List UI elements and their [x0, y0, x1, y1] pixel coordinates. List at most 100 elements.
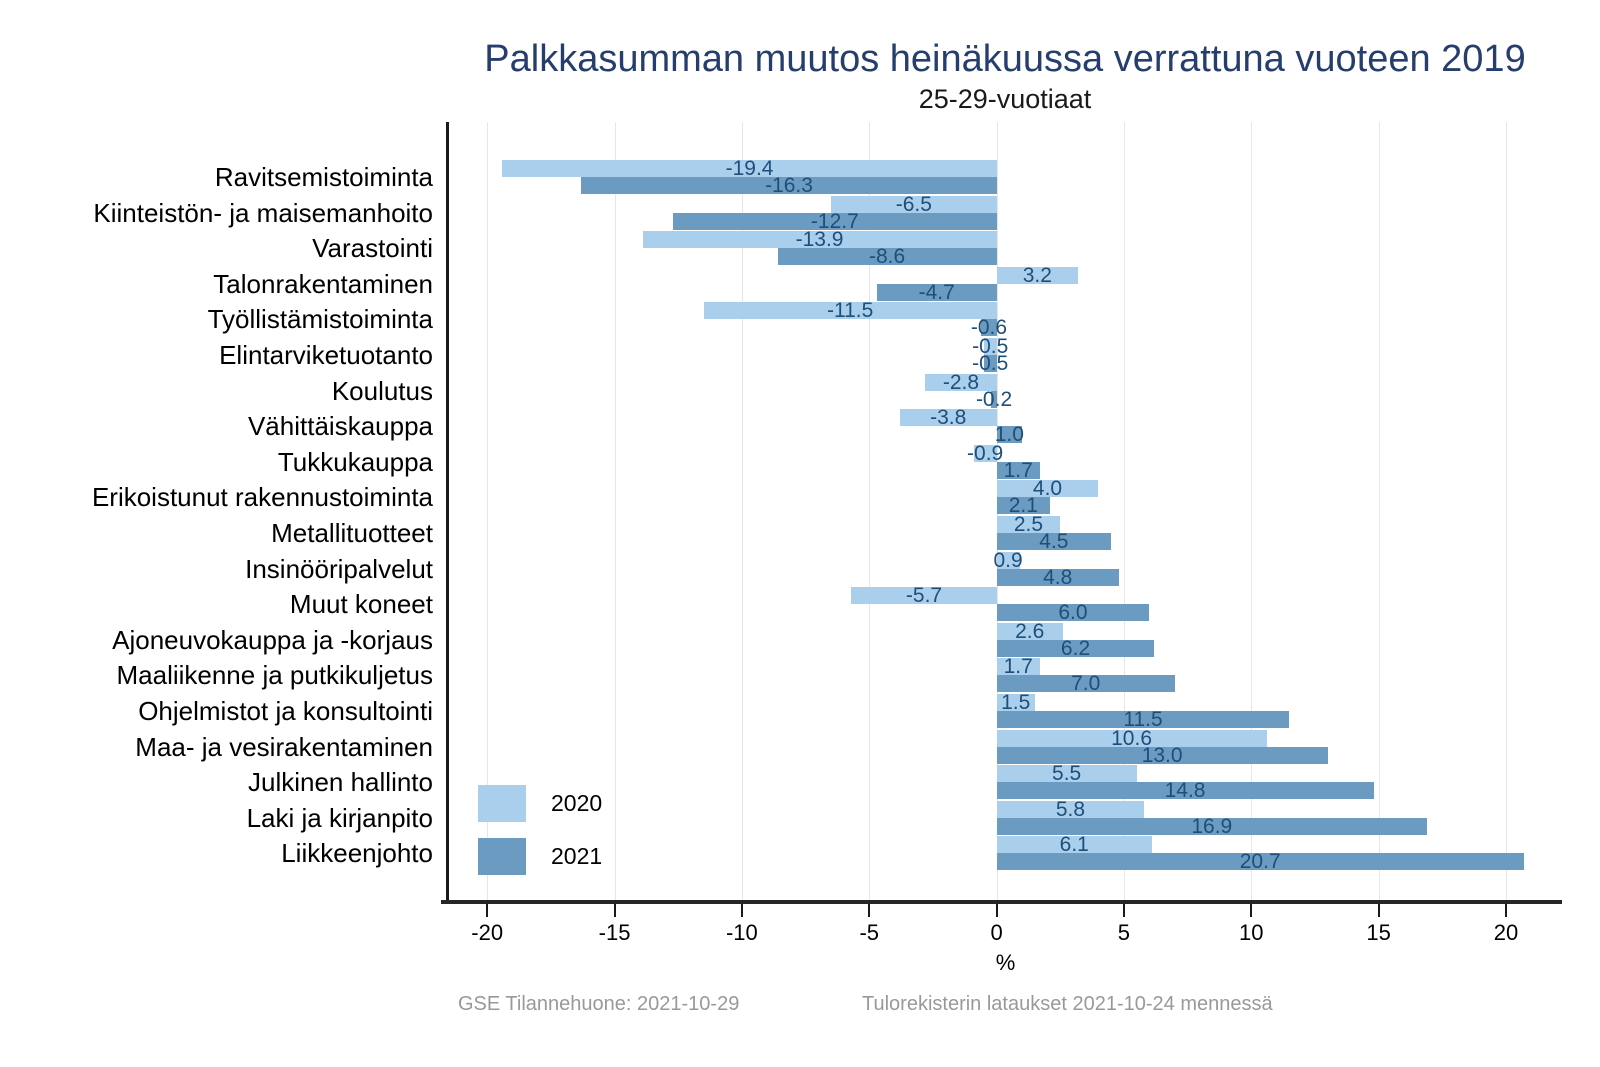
bar-value-label: 6.0 [1058, 601, 1088, 625]
bar-value-label: -4.7 [918, 280, 955, 304]
bar-value-label: -3.8 [930, 406, 967, 430]
bar-value-label: 11.5 [1123, 708, 1163, 731]
legend-label-2020: 2020 [551, 790, 603, 816]
bar-value-label: 4.8 [1043, 565, 1073, 589]
bar-2020 [973, 444, 997, 462]
bar-value-label: 1.7 [1003, 458, 1033, 482]
category-label: Liikkeenjohto [281, 838, 433, 869]
bar-2021 [581, 177, 997, 194]
gridline [1251, 122, 1253, 902]
bar-value-label: -0.5 [972, 352, 1009, 375]
bar-value-label: -13.9 [795, 228, 844, 252]
bar-value-label: 7.0 [1071, 672, 1101, 696]
chart-subtitle: 25-29-vuotiaat [918, 84, 1092, 114]
category-label: Kiinteistön- ja maisemanhoito [93, 197, 433, 228]
bar-value-label: 5.5 [1052, 762, 1082, 786]
x-tick [486, 904, 489, 917]
category-label: Erikoistunut rakennustoiminta [91, 482, 433, 513]
category-label: Laki ja kirjanpito [246, 802, 433, 833]
x-tick [613, 904, 616, 917]
bar-2020 [642, 231, 997, 249]
bar-value-label: -8.6 [868, 245, 906, 269]
bar-2020 [502, 160, 997, 177]
x-tick [740, 904, 743, 917]
bar-value-label: -0.9 [967, 441, 1004, 465]
bar-2021 [876, 283, 997, 301]
bar-value-label: 2.5 [1013, 513, 1044, 536]
bar-2021 [996, 568, 1119, 586]
bar-value-label: 5.8 [1055, 797, 1086, 821]
bar-value-label: 6.1 [1059, 833, 1089, 857]
category-label: Insinööripalvelut [245, 553, 433, 584]
x-tick-label: -5 [859, 920, 880, 945]
gridline [741, 122, 743, 902]
bar-2020 [996, 729, 1267, 747]
bar-2021 [777, 248, 997, 266]
bar-2021 [996, 746, 1328, 764]
bar-2021 [996, 426, 1023, 444]
x-tick-label: 10 [1239, 920, 1264, 945]
bar-value-label: 10.6 [1111, 726, 1152, 750]
x-tick-label: -20 [471, 920, 504, 945]
bar-2020 [996, 836, 1152, 854]
bar-value-label: -5.7 [905, 584, 943, 608]
bar-value-label: -0.5 [972, 335, 1009, 358]
bar-value-label: 0.9 [993, 548, 1023, 572]
bar-2021 [996, 533, 1112, 550]
bar-value-label: -0.6 [970, 316, 1008, 340]
legend-swatch-2021 [478, 838, 526, 875]
bar-value-label: -6.5 [895, 192, 932, 216]
bar-value-label: -0.2 [975, 387, 1013, 411]
bar-value-label: 2.1 [1008, 494, 1038, 518]
bar-2020 [996, 622, 1063, 640]
bar-value-label: 20.7 [1239, 850, 1281, 874]
x-tick-label: -15 [598, 920, 631, 945]
bar-value-label: 2.6 [1015, 619, 1045, 643]
x-tick-label: 15 [1366, 920, 1391, 945]
x-tick-label: 0 [990, 920, 1003, 945]
bar-2020 [996, 551, 1020, 569]
category-label: Koulutus [331, 375, 433, 406]
x-tick-label: 5 [1117, 920, 1131, 945]
category-label: Vähittäiskauppa [247, 411, 433, 442]
bar-2021 [996, 639, 1155, 657]
bar-value-label: 6.2 [1060, 636, 1091, 660]
bar-value-label: 4.0 [1032, 477, 1063, 501]
category-label: Ravitsemistoiminta [214, 162, 433, 192]
bar-value-label: 4.5 [1039, 530, 1069, 553]
bar-value-label: -2.8 [942, 370, 980, 394]
bar-value-label: -11.5 [826, 299, 874, 323]
category-label: Muut koneet [289, 589, 433, 620]
x-tick [1122, 904, 1125, 917]
bar-2020 [925, 373, 997, 391]
bar-2021 [991, 390, 997, 408]
category-label: Työllistämistoiminta [207, 304, 433, 335]
bar-value-label: -19.4 [725, 157, 774, 180]
bar-2020 [996, 694, 1035, 711]
bar-2021 [996, 782, 1374, 800]
bar-value-label: 1.5 [1001, 691, 1031, 714]
chart-title: Palkkasumman muutos heinäkuussa verrattu… [484, 38, 1526, 80]
bar-value-label: 14.8 [1164, 779, 1206, 803]
legend-swatch-2020 [478, 785, 526, 822]
bar-2021 [996, 604, 1150, 622]
plot-area: -19.4 -16.3 -6.5 -12.7 -13.9 -8.6 3.2 -4.7 -11.5… [449, 122, 1562, 902]
x-tick [868, 904, 871, 917]
gridline [1505, 122, 1507, 902]
category-label: Ohjelmistot ja konsultointi [138, 696, 433, 726]
bar-2021 [983, 355, 997, 372]
bar-2021 [996, 675, 1175, 693]
bar-2021 [996, 853, 1524, 871]
category-label: Ajoneuvokauppa ja -korjaus [112, 624, 433, 655]
footer-source-left: GSE Tilannehuone: 2021-10-29 [458, 993, 740, 1015]
bar-2020 [899, 409, 997, 427]
gridline [487, 122, 489, 902]
bar-value-label: 3.2 [1022, 263, 1052, 287]
category-label: Tukkukauppa [277, 446, 433, 477]
category-label: Talonrakentaminen [213, 268, 433, 299]
bar-2021 [981, 319, 997, 337]
bar-value-label: 1.7 [1003, 655, 1033, 679]
bar-value-label: -12.7 [810, 209, 859, 233]
gridline [869, 122, 871, 902]
